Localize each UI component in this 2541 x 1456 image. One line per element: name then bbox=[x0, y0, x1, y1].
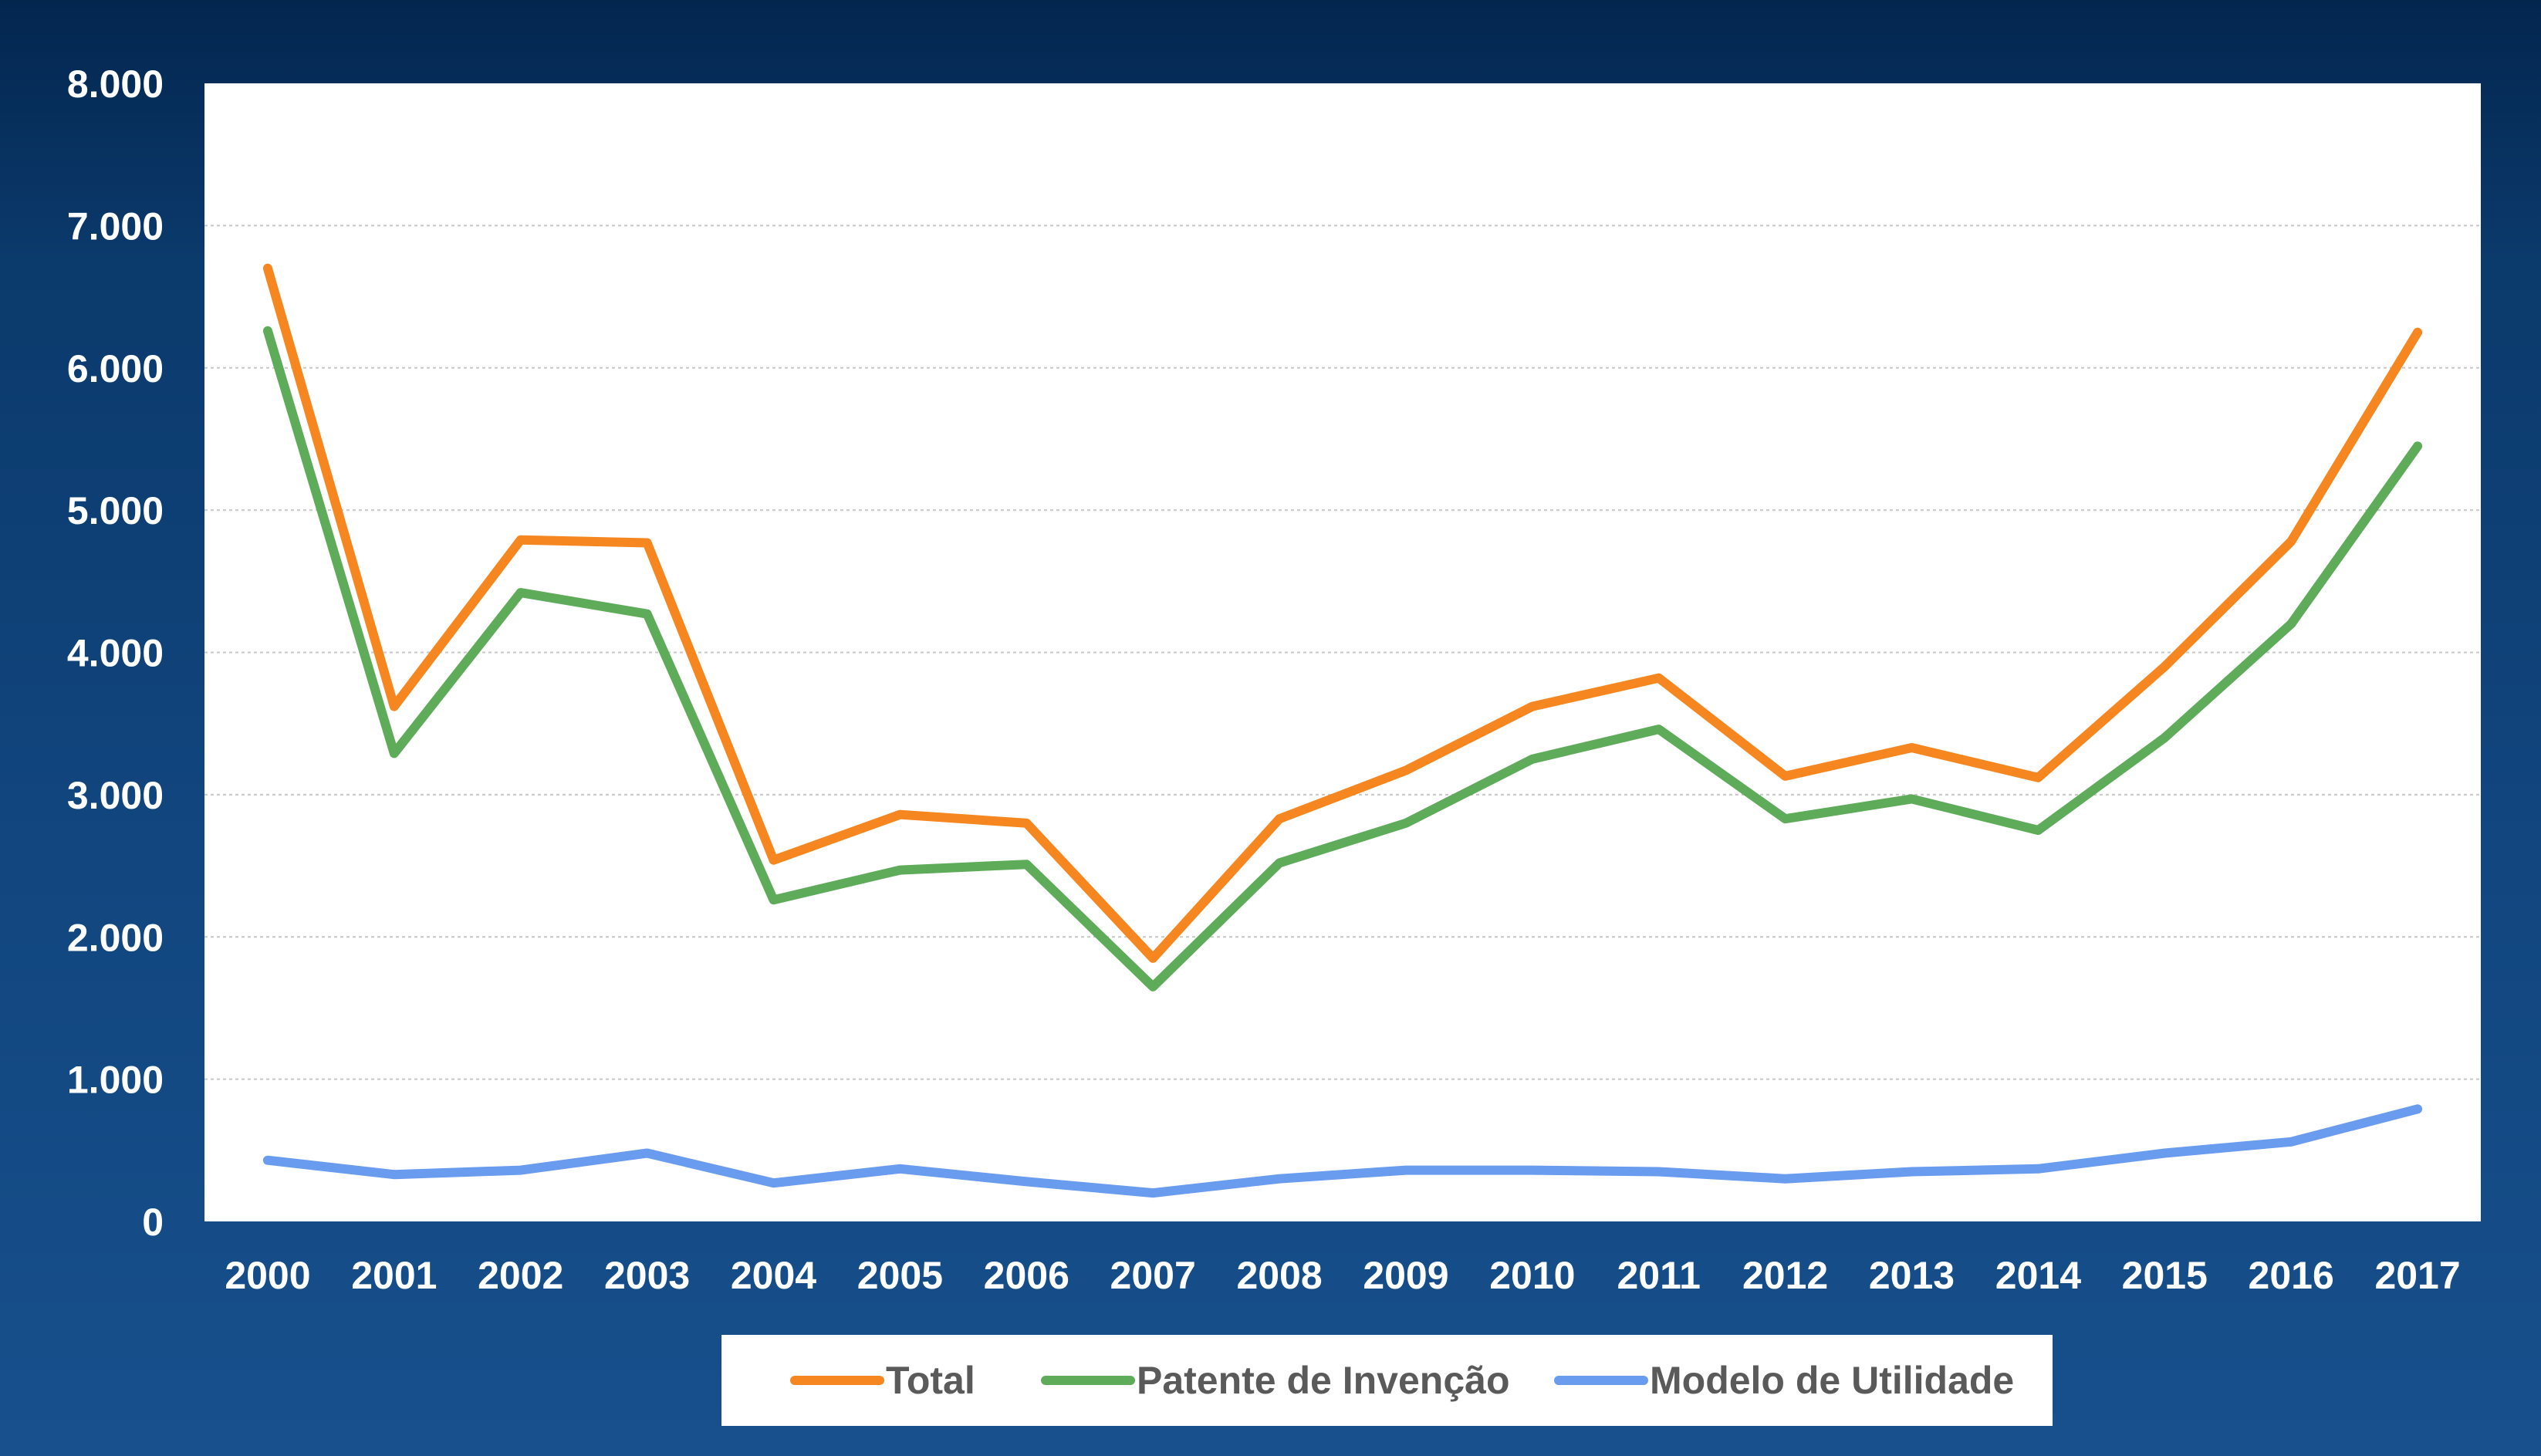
x-tick-label: 2016 bbox=[2249, 1254, 2334, 1297]
x-tick-label: 2008 bbox=[1236, 1254, 1322, 1297]
x-tick-label: 2002 bbox=[478, 1254, 563, 1297]
x-tick-label: 2000 bbox=[225, 1254, 310, 1297]
x-tick-label: 2015 bbox=[2122, 1254, 2208, 1297]
y-tick-label: 8.000 bbox=[67, 62, 164, 106]
x-tick-label: 2004 bbox=[731, 1254, 816, 1297]
x-tick-label: 2017 bbox=[2374, 1254, 2460, 1297]
x-axis-tick-labels: 2000 2001 2002 2003 2004 2005 2006 2007 2008 2009… bbox=[225, 1254, 2460, 1297]
x-tick-label: 2001 bbox=[351, 1254, 437, 1297]
y-tick-label: 0 bbox=[142, 1201, 164, 1244]
y-tick-label: 5.000 bbox=[67, 489, 164, 532]
y-tick-label: 3.000 bbox=[67, 774, 164, 817]
y-tick-label: 6.000 bbox=[67, 347, 164, 390]
y-tick-label: 7.000 bbox=[67, 204, 164, 248]
x-tick-label: 2010 bbox=[1489, 1254, 1575, 1297]
y-tick-label: 2.000 bbox=[67, 916, 164, 959]
x-tick-label: 2013 bbox=[1869, 1254, 1955, 1297]
x-tick-label: 2012 bbox=[1742, 1254, 1828, 1297]
legend-label: Total bbox=[886, 1359, 975, 1402]
x-tick-label: 2009 bbox=[1363, 1254, 1448, 1297]
x-tick-label: 2007 bbox=[1110, 1254, 1196, 1297]
legend-label: Patente de Invenção bbox=[1137, 1359, 1510, 1402]
y-tick-label: 1.000 bbox=[67, 1059, 164, 1102]
x-tick-label: 2003 bbox=[604, 1254, 690, 1297]
x-tick-label: 2005 bbox=[857, 1254, 943, 1297]
x-tick-label: 2006 bbox=[984, 1254, 1069, 1297]
y-tick-label: 4.000 bbox=[67, 632, 164, 675]
legend-label: Modelo de Utilidade bbox=[1650, 1359, 2014, 1402]
x-tick-label: 2011 bbox=[1617, 1254, 1700, 1297]
x-tick-label: 2014 bbox=[1995, 1254, 2081, 1297]
y-axis-tick-labels: 0 1.000 2.000 3.000 4.000 5.000 6.000 7.000 8.00… bbox=[67, 62, 164, 1244]
